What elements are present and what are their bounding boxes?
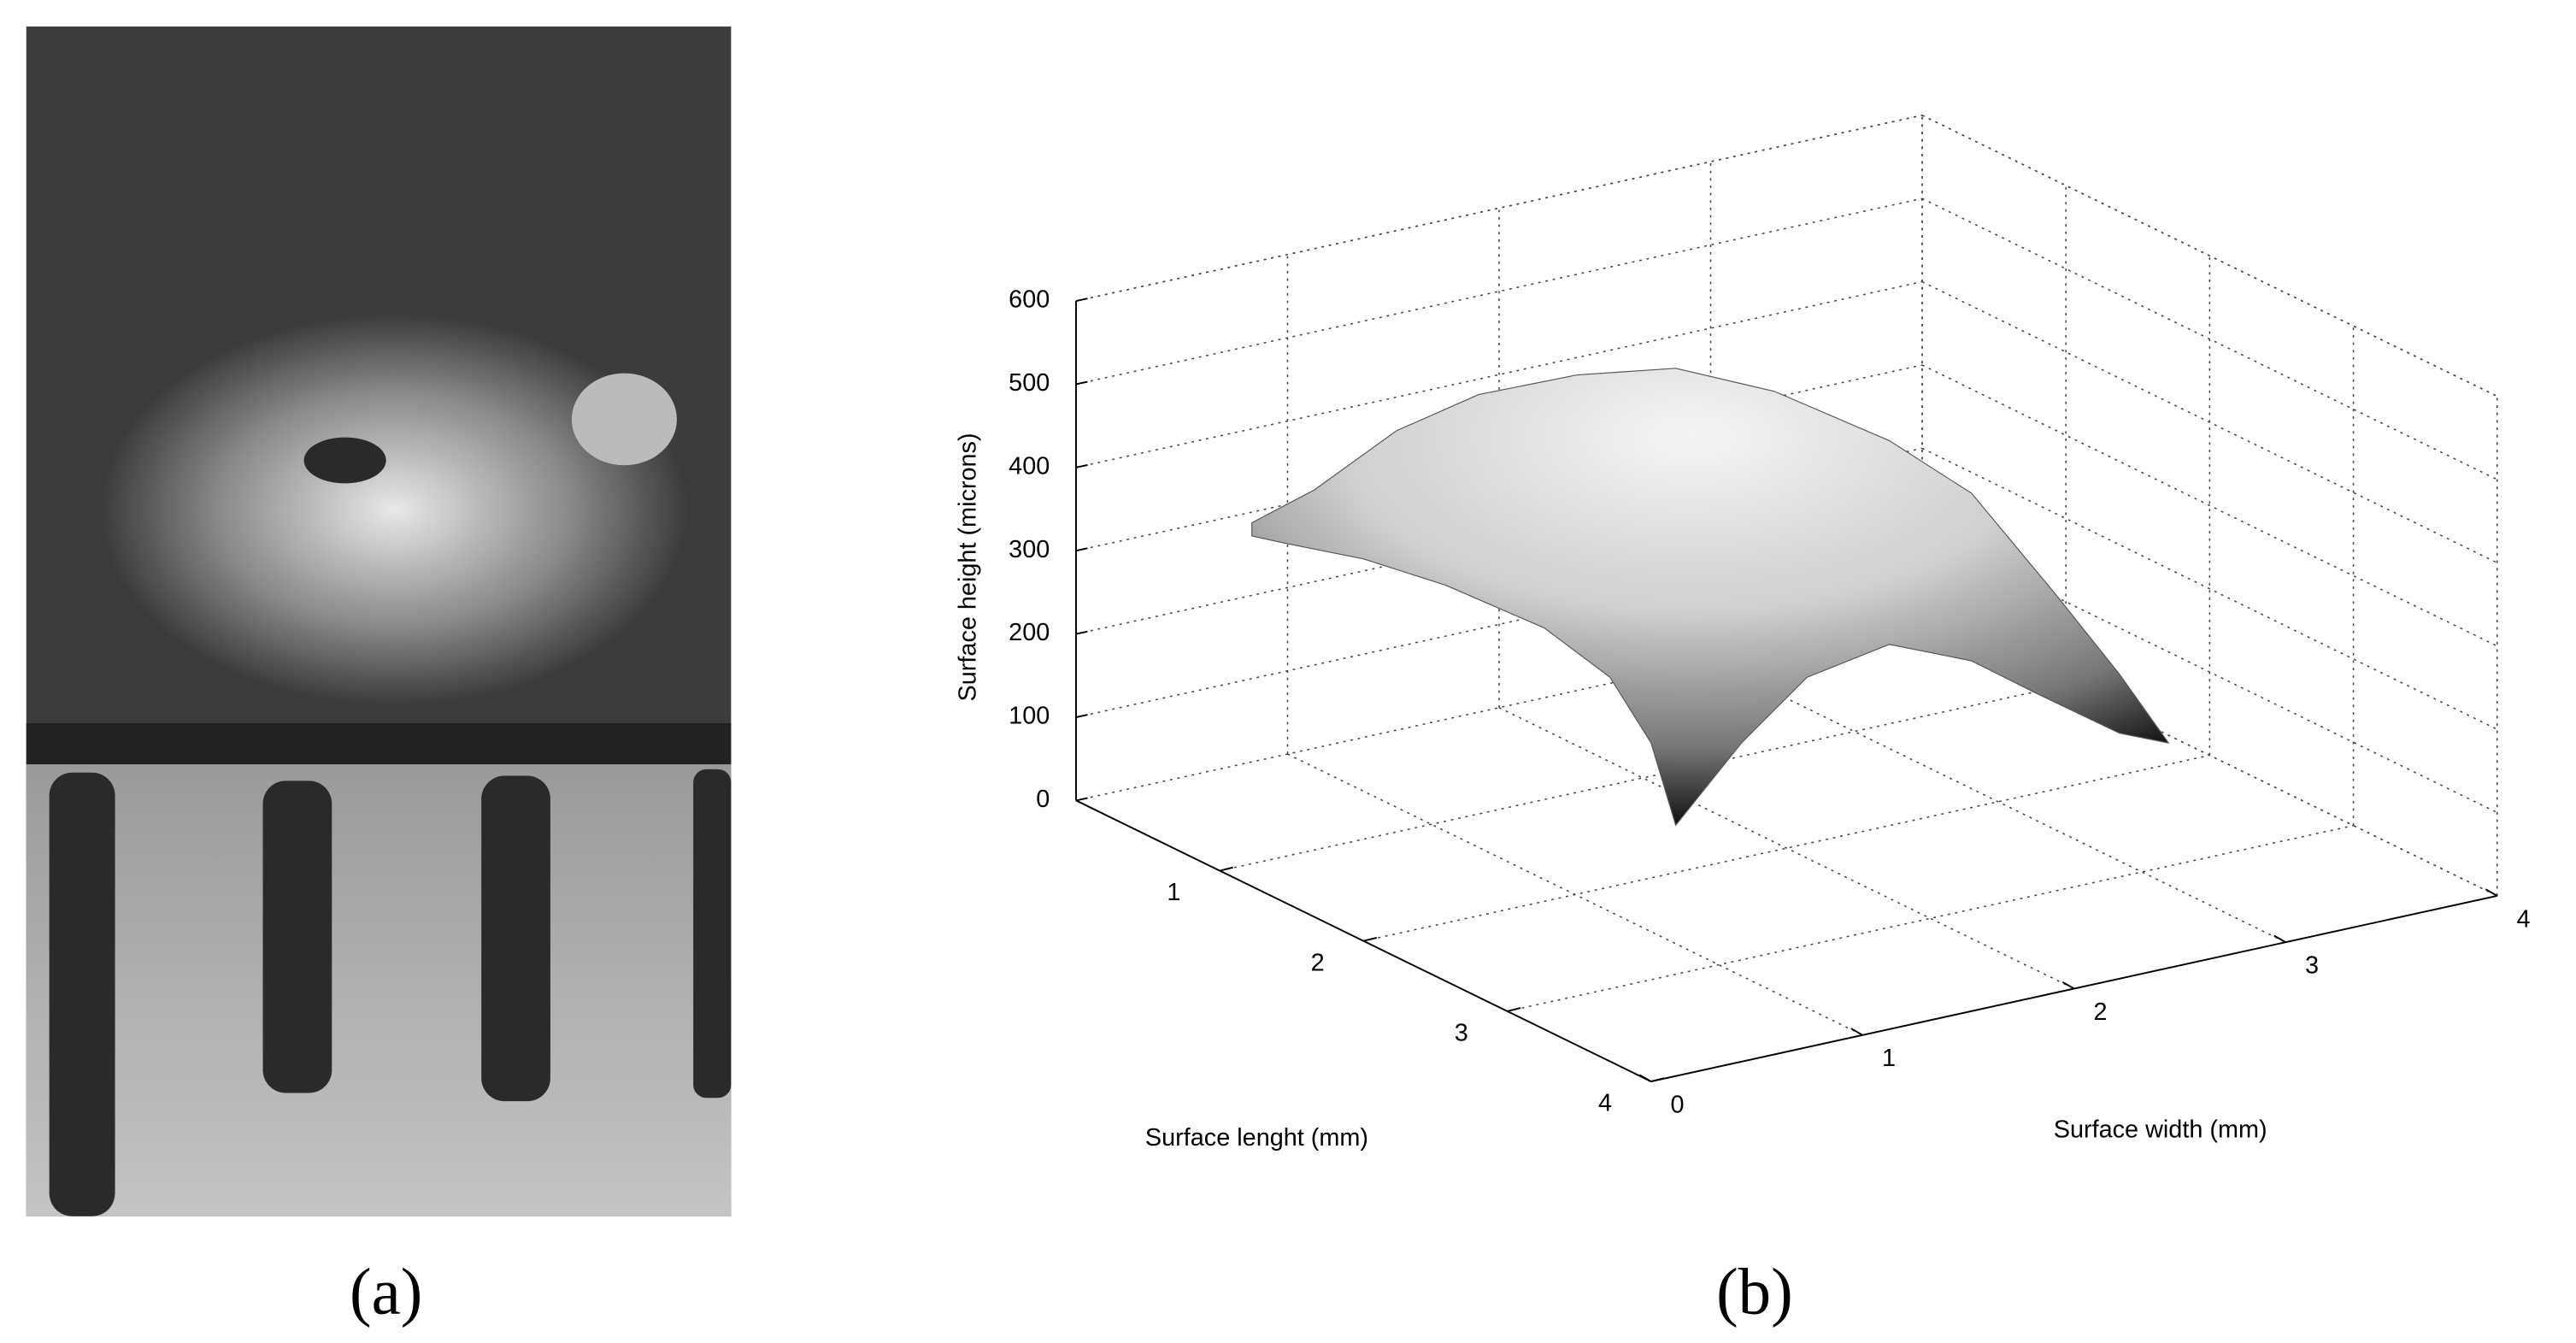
y-tick <box>1850 1028 1863 1036</box>
z-axis-label: Surface height (microns) <box>955 433 982 701</box>
z-tick-label: 400 <box>1009 452 1050 480</box>
grid-line <box>1710 660 2286 943</box>
z-tick <box>1075 630 1088 635</box>
z-tick-label: 500 <box>1009 369 1050 397</box>
grid-line <box>1921 115 2498 398</box>
grid-line <box>1075 115 1923 302</box>
grid-line <box>1498 707 2075 990</box>
y-axis-label: Surface width (mm) <box>2054 1116 2267 1143</box>
y-tick <box>2273 934 2286 944</box>
z-tick-label: 0 <box>1036 786 1050 813</box>
surface-plot: 0 100 200 300 400 500 600 1 2 3 4 0 1 2 3 4 Surface heig… <box>955 115 2531 1152</box>
x-tick-label: 1 <box>1167 879 1180 906</box>
panel-label: (a) <box>350 1254 422 1328</box>
z-tick <box>1075 297 1088 302</box>
grid-line <box>1287 753 1863 1036</box>
x-tick-label: 4 <box>1598 1090 1612 1117</box>
y-tick-label: 2 <box>2094 998 2108 1026</box>
grid-line <box>1921 364 2498 647</box>
grid-line <box>1507 824 2354 1012</box>
z-tick <box>1075 797 1088 802</box>
panel-label: (b) <box>1716 1254 1793 1328</box>
surface <box>1251 368 2170 827</box>
x-tick <box>1363 936 1378 942</box>
z-tick-label: 200 <box>1009 619 1050 646</box>
grid-line <box>1921 447 2498 730</box>
x-tick-label: 3 <box>1455 1019 1468 1046</box>
z-tick <box>1075 714 1088 718</box>
grid-line <box>1075 115 1923 302</box>
y-tick-label: 1 <box>1882 1045 1896 1072</box>
z-tick <box>1075 547 1088 552</box>
z-tick <box>1075 464 1088 468</box>
z-tick <box>1075 380 1088 386</box>
y-tick-label: 0 <box>1671 1092 1685 1119</box>
x-tick-label: 2 <box>1311 949 1325 976</box>
y-tick <box>2485 888 2498 897</box>
x-tick <box>1650 1077 1665 1083</box>
y-tick-label: 3 <box>2305 952 2319 980</box>
photo <box>26 27 732 1216</box>
z-tick-label: 600 <box>1009 286 1050 314</box>
x-tick <box>1219 866 1233 872</box>
z-tick-label: 100 <box>1009 703 1050 730</box>
y-tick <box>1638 1074 1652 1082</box>
y-tick-label: 4 <box>2516 905 2530 933</box>
x-tick <box>1507 1007 1521 1012</box>
grid-line <box>1921 614 2498 897</box>
x-axis-label: Surface lenght (mm) <box>1145 1124 1368 1152</box>
y-tick <box>2061 981 2075 990</box>
z-tick-label: 300 <box>1009 536 1050 563</box>
